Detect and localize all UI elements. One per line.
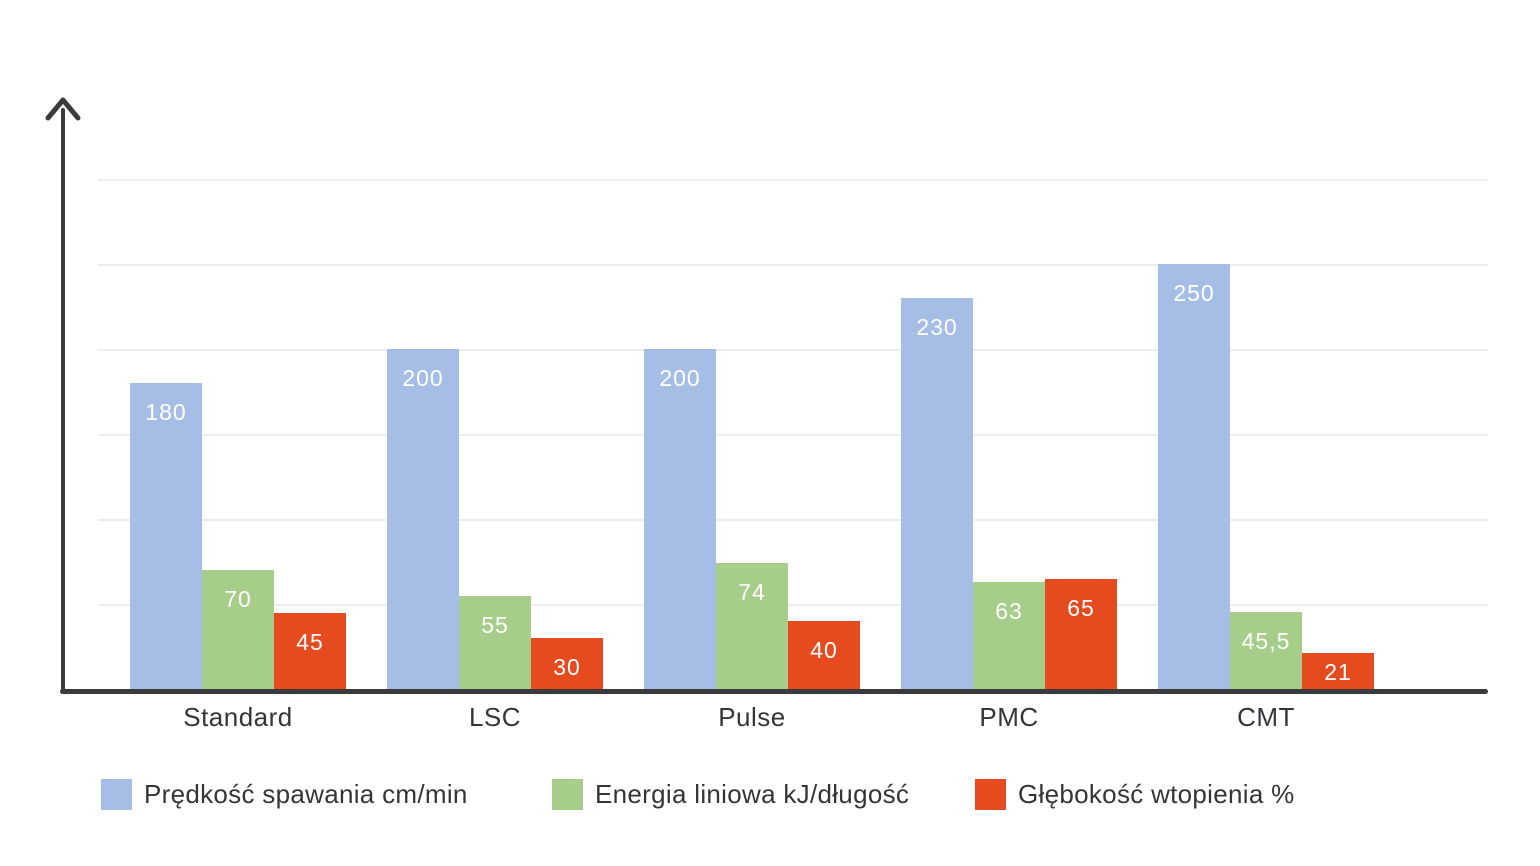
bar-pmc-series1: 63: [973, 581, 1045, 689]
category-label-standard: Standard: [183, 702, 293, 732]
legend-label: Głębokość wtopienia %: [1018, 779, 1295, 809]
category-label-cmt: CMT: [1237, 702, 1295, 732]
bar-standard-series1: 70: [202, 570, 274, 689]
bar-pmc-series2: 65: [1045, 578, 1117, 689]
bar-value-label: 74: [738, 579, 766, 606]
bar-pulse-series2: 40: [788, 621, 860, 689]
legend-item-2: Głębokość wtopienia %: [975, 779, 1295, 810]
y-axis-line: [61, 108, 65, 691]
bar-pmc-series0: 230: [901, 298, 973, 689]
bar-value-label: 230: [916, 314, 958, 340]
bar-value-label: 70: [224, 586, 252, 612]
bar-value-label: 200: [659, 365, 701, 391]
bar-standard-series0: 180: [130, 383, 202, 689]
category-label-pmc: PMC: [979, 702, 1039, 732]
legend-label: Prędkość spawania cm/min: [144, 779, 468, 809]
gridline-100: [98, 519, 1488, 521]
category-label-pulse: Pulse: [718, 702, 786, 732]
bar-value-label: 40: [810, 637, 838, 663]
bar-value-label: 30: [553, 654, 581, 680]
bar-pulse-series0: 200: [644, 349, 716, 689]
gridline-200: [98, 349, 1488, 351]
gridline-300: [98, 179, 1488, 181]
legend-item-0: Prędkość spawania cm/min: [101, 779, 468, 810]
bar-value-label: 180: [145, 399, 187, 425]
legend-swatch-icon: [101, 779, 132, 810]
bar-value-label: 65: [1067, 594, 1095, 621]
category-label-lsc: LSC: [468, 702, 522, 732]
legend-label: Energia liniowa kJ/długość: [595, 779, 910, 809]
gridline-50: [98, 604, 1488, 606]
x-axis-line: [60, 689, 1488, 694]
gridline-250: [98, 264, 1488, 266]
y-axis-arrow-icon: [45, 97, 81, 121]
legend-swatch-icon: [975, 779, 1006, 810]
bar-value-label: 45: [296, 628, 324, 655]
bar-value-label: 250: [1173, 280, 1215, 306]
bar-cmt-series0: 250: [1158, 264, 1230, 689]
bar-lsc-series1: 55: [459, 595, 531, 689]
bar-lsc-series2: 30: [531, 638, 603, 689]
bar-value-label: 200: [402, 365, 444, 391]
bar-value-label: 21: [1324, 658, 1352, 685]
bar-pulse-series1: 74: [716, 563, 788, 689]
gridline-150: [98, 434, 1488, 436]
legend-item-1: Energia liniowa kJ/długość: [552, 779, 909, 810]
bar-value-label: 45,5: [1241, 627, 1291, 654]
bar-lsc-series0: 200: [387, 349, 459, 689]
bar-cmt-series2: 21: [1302, 653, 1374, 689]
bar-value-label: 55: [481, 611, 509, 638]
bar-cmt-series1: 45,5: [1230, 611, 1302, 689]
bar-standard-series2: 45: [274, 612, 346, 689]
legend-swatch-icon: [552, 779, 583, 810]
bar-value-label: 63: [995, 597, 1023, 624]
